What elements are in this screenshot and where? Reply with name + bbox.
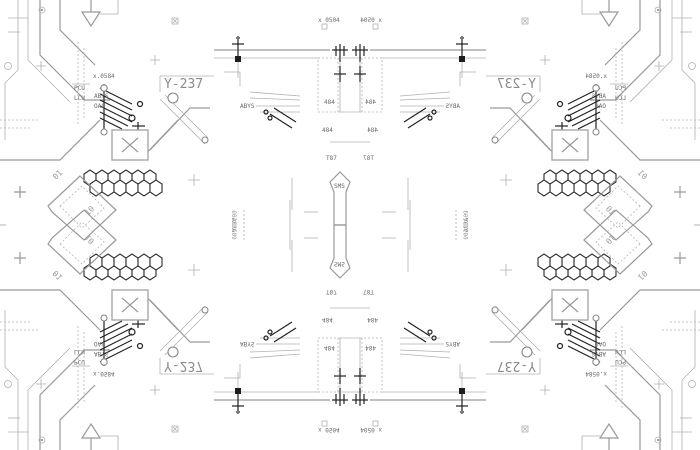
quadrant-bottom-right bbox=[337, 208, 700, 450]
sms-bar bbox=[329, 171, 351, 279]
quadrant-top-left bbox=[0, 0, 363, 242]
quadrant-top-right bbox=[337, 0, 700, 242]
quadrant-bottom-left bbox=[0, 208, 363, 450]
